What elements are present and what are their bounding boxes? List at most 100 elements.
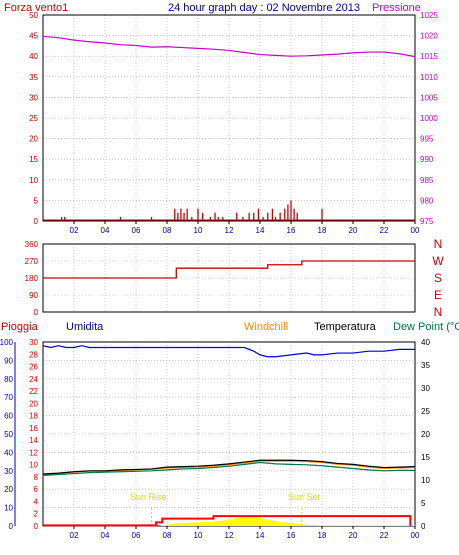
wind-axis-tick-label: 5 — [34, 196, 39, 205]
pressure-axis-tick-label: 1005 — [420, 93, 438, 102]
humidity-axis-tick-label: 80 — [4, 375, 13, 384]
wind-direction-line — [43, 260, 415, 279]
humidity-axis-tick-label: 90 — [4, 356, 13, 365]
pressure-axis-tick-label: 1000 — [420, 114, 438, 123]
hour-axis-top-label: 02 — [70, 226, 79, 235]
hour-axis-bottom-label: 10 — [194, 531, 203, 540]
hour-axis-bottom-label: 00 — [411, 531, 420, 540]
pressure-axis-tick-label: 975 — [420, 217, 434, 226]
rain-axis-tick-label: 2 — [34, 510, 39, 519]
pressure-axis-tick-label: 1025 — [420, 11, 438, 20]
temperature-axis-tick-label: 0 — [421, 522, 426, 531]
wind-axis-tick-label: 35 — [29, 73, 38, 82]
hour-axis-top-label: 18 — [318, 226, 327, 235]
hour-axis-bottom-label: 12 — [225, 531, 234, 540]
direction-degree-tick-label: 0 — [34, 308, 39, 317]
pressure-axis-tick-label: 1010 — [420, 73, 438, 82]
hour-axis-top-label: 10 — [194, 226, 203, 235]
temperature-axis-tick-label: 30 — [421, 384, 430, 393]
rain-axis-tick-label: 6 — [34, 485, 39, 494]
hour-axis-top-label: 06 — [132, 226, 141, 235]
rain-axis-tick-label: 12 — [29, 448, 38, 457]
rain-axis-tick-label: 24 — [29, 375, 38, 384]
wind-axis-tick-label: 50 — [29, 11, 38, 20]
legend-humidity: Umidita — [66, 321, 104, 333]
dew-point-series-line — [42, 461, 415, 476]
wind-axis-tick-label: 25 — [29, 114, 38, 123]
hour-axis-bottom-label: 22 — [380, 531, 389, 540]
wind-axis-title: Forza vento1 — [4, 2, 68, 14]
rain-total-line — [43, 515, 412, 527]
hour-axis-top-label: 00 — [411, 226, 420, 235]
hour-axis-bottom-label: 16 — [287, 531, 296, 540]
direction-compass-label: W — [432, 254, 444, 268]
humidity-axis-tick-label: 10 — [4, 504, 13, 513]
pressure-axis-tick-label: 995 — [420, 135, 434, 144]
sun-set-label: Sun Set — [288, 492, 321, 502]
humidity-axis-tick-label: 40 — [4, 448, 13, 457]
hour-axis-top-label: 14 — [256, 226, 265, 235]
direction-compass-label: S — [434, 271, 442, 285]
wind-axis-tick-label: 15 — [29, 155, 38, 164]
sun-rise-label: Sun Rise — [130, 492, 167, 502]
pressure-axis-title: Pressione — [372, 2, 421, 14]
rain-axis-tick-label: 26 — [29, 363, 38, 372]
rain-rate-area — [43, 516, 415, 526]
direction-degree-tick-label: 360 — [25, 240, 39, 249]
hour-axis-top-label: 16 — [287, 226, 296, 235]
direction-degree-tick-label: 270 — [25, 257, 39, 266]
wind-axis-tick-label: 45 — [29, 32, 38, 41]
wind-axis-tick-label: 40 — [29, 52, 38, 61]
direction-compass-label: E — [434, 288, 442, 302]
pressure-series-line — [42, 35, 416, 58]
pressure-axis-tick-label: 980 — [420, 196, 434, 205]
wind-axis-tick-label: 20 — [29, 135, 38, 144]
pressure-axis-tick-label: 990 — [420, 155, 434, 164]
direction-compass-label: N — [434, 237, 443, 251]
legend-rain: Pioggia — [1, 321, 39, 333]
rain-axis-tick-label: 20 — [29, 399, 38, 408]
hour-axis-bottom-label: 08 — [163, 531, 172, 540]
wind-axis-tick-label: 30 — [29, 93, 38, 102]
hour-axis-bottom-label: 14 — [256, 531, 265, 540]
temperature-axis-tick-label: 5 — [421, 499, 426, 508]
hour-axis-top-label: 12 — [225, 226, 234, 235]
pressure-axis-tick-label: 1015 — [420, 52, 438, 61]
rain-axis-tick-label: 28 — [29, 350, 38, 359]
hour-axis-top-label: 20 — [349, 226, 358, 235]
humidity-axis-tick-label: 70 — [4, 393, 13, 402]
temperature-axis-tick-label: 40 — [421, 338, 430, 347]
humidity-axis-tick-label: 0 — [9, 522, 14, 531]
rain-axis-tick-label: 16 — [29, 424, 38, 433]
hour-axis-bottom-label: 04 — [101, 531, 110, 540]
temperature-axis-tick-label: 15 — [421, 453, 430, 462]
rain-axis-tick-label: 14 — [29, 436, 38, 445]
rain-axis-tick-label: 30 — [29, 338, 38, 347]
humidity-axis-tick-label: 50 — [4, 430, 13, 439]
wind-axis-tick-label: 0 — [34, 217, 39, 226]
rain-axis-tick-label: 10 — [29, 461, 38, 470]
hour-axis-top-label: 22 — [380, 226, 389, 235]
temperature-axis-tick-label: 20 — [421, 430, 430, 439]
legend-dew-point: Dew Point (°C — [393, 321, 459, 333]
rain-axis-tick-label: 22 — [29, 387, 38, 396]
rain-axis-tick-label: 4 — [34, 497, 39, 506]
temperature-axis-tick-label: 25 — [421, 407, 430, 416]
temperature-axis-tick-label: 10 — [421, 476, 430, 485]
rain-axis-tick-label: 0 — [34, 522, 39, 531]
hour-axis-bottom-label: 18 — [318, 531, 327, 540]
legend-windchill: Windchill — [244, 321, 288, 333]
temperature-series-line — [42, 459, 416, 475]
chart-title: 24 hour graph day : 02 Novembre 2013 — [168, 2, 360, 14]
rain-axis-tick-label: 18 — [29, 412, 38, 421]
direction-compass-label: N — [434, 305, 443, 319]
hour-axis-top-label: 08 — [163, 226, 172, 235]
hour-axis-bottom-label: 06 — [132, 531, 141, 540]
humidity-axis-tick-label: 60 — [4, 412, 13, 421]
pressure-axis-tick-label: 1020 — [420, 32, 438, 41]
legend-temperature: Temperatura — [314, 321, 377, 333]
chart-marks: 0510152025303540455097598098599099510001… — [0, 11, 444, 540]
hour-axis-bottom-label: 20 — [349, 531, 358, 540]
direction-degree-tick-label: 180 — [25, 274, 39, 283]
